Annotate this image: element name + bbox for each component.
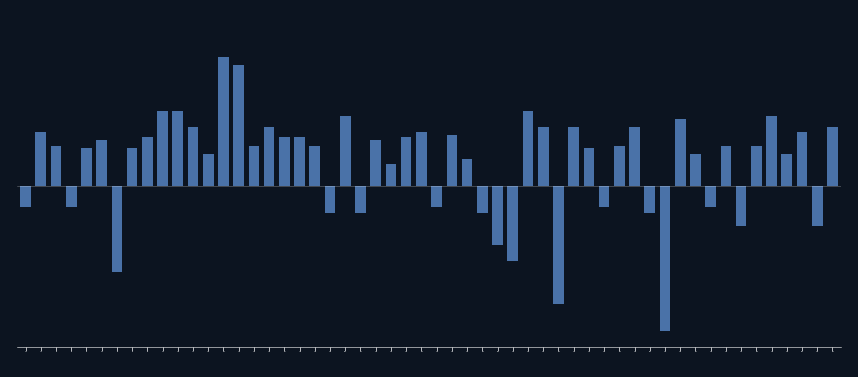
Bar	[797, 132, 807, 186]
Bar	[249, 146, 259, 186]
Bar	[202, 153, 214, 186]
Bar	[385, 164, 396, 186]
Bar	[66, 186, 76, 207]
Bar	[96, 140, 107, 186]
Bar	[21, 186, 31, 207]
Bar	[279, 138, 290, 186]
Bar	[705, 186, 716, 207]
Bar	[294, 138, 305, 186]
Bar	[568, 127, 579, 186]
Bar	[432, 186, 442, 207]
Bar	[614, 146, 625, 186]
Bar	[340, 116, 351, 186]
Bar	[492, 186, 503, 245]
Bar	[644, 186, 656, 213]
Bar	[782, 153, 792, 186]
Bar	[371, 140, 381, 186]
Bar	[721, 146, 731, 186]
Bar	[827, 127, 837, 186]
Bar	[523, 110, 534, 186]
Bar	[82, 148, 92, 186]
Bar	[507, 186, 518, 261]
Bar	[416, 132, 426, 186]
Bar	[553, 186, 564, 304]
Bar	[324, 186, 335, 213]
Bar	[812, 186, 823, 226]
Bar	[310, 146, 320, 186]
Bar	[218, 57, 229, 186]
Bar	[599, 186, 609, 207]
Bar	[142, 138, 153, 186]
Bar	[766, 116, 776, 186]
Bar	[188, 127, 198, 186]
Bar	[51, 146, 61, 186]
Bar	[477, 186, 487, 213]
Bar	[401, 138, 412, 186]
Bar	[462, 159, 473, 186]
Bar	[736, 186, 746, 226]
Bar	[446, 135, 457, 186]
Bar	[690, 153, 701, 186]
Bar	[263, 127, 275, 186]
Bar	[751, 146, 762, 186]
Bar	[355, 186, 366, 213]
Bar	[35, 132, 46, 186]
Bar	[538, 127, 548, 186]
Bar	[629, 127, 640, 186]
Bar	[233, 65, 244, 186]
Bar	[172, 110, 183, 186]
Bar	[157, 110, 168, 186]
Bar	[112, 186, 122, 272]
Bar	[583, 148, 595, 186]
Bar	[660, 186, 670, 331]
Bar	[675, 119, 686, 186]
Bar	[127, 148, 137, 186]
